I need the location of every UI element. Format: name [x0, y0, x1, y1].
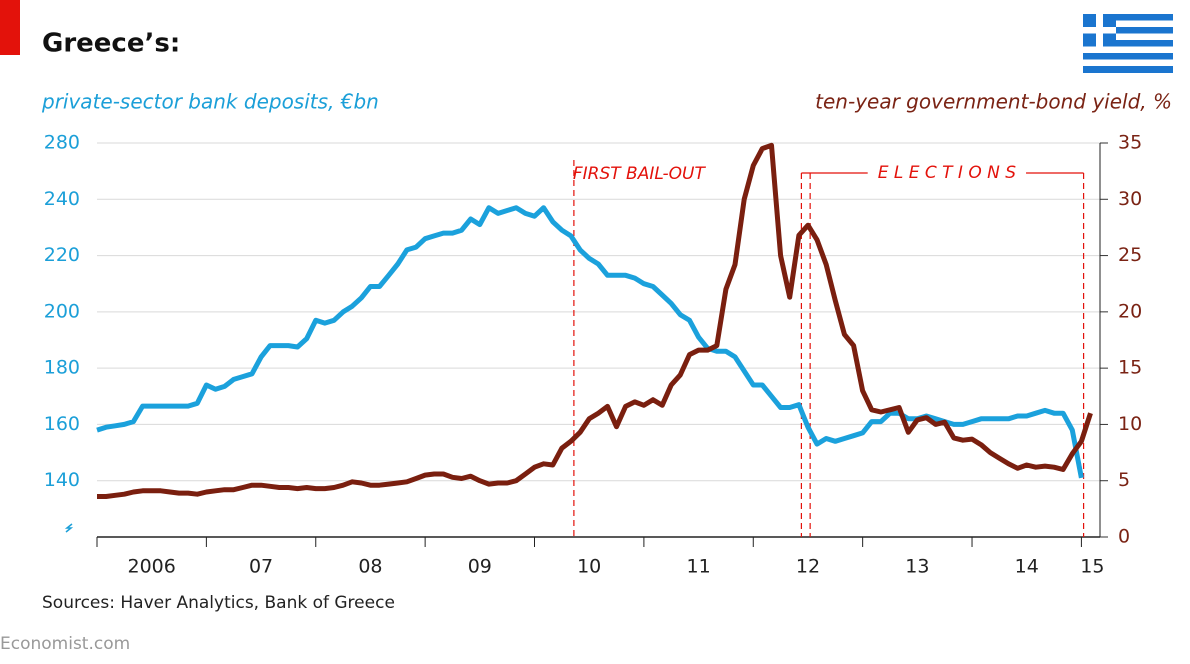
- greek-flag: [1083, 14, 1173, 73]
- series-line: [96, 205, 1084, 479]
- y2-tick-label: 0: [1118, 526, 1130, 548]
- y2-axis-label: ten-year government-bond yield, %: [815, 90, 1172, 114]
- x-tick-label: 07: [249, 556, 273, 578]
- y2-tick-label: 10: [1118, 413, 1142, 435]
- y-tick-label: 200: [44, 300, 80, 322]
- y-tick-label: 240: [44, 188, 80, 210]
- y-tick-label: 160: [44, 413, 80, 435]
- y2-tick-label: 5: [1118, 469, 1130, 491]
- y2-tick-label: 30: [1118, 188, 1142, 210]
- y-tick-label: 140: [44, 469, 80, 491]
- y-tick-label: 180: [44, 357, 80, 379]
- y2-tick-label: 15: [1118, 357, 1142, 379]
- brand-tab: [0, 0, 20, 55]
- x-tick-label: 2006: [128, 556, 176, 578]
- x-tick-label: 10: [577, 556, 601, 578]
- series-line: [97, 142, 1093, 499]
- x-tick-label: 15: [1080, 556, 1104, 578]
- x-tick-label: 08: [358, 556, 382, 578]
- y-axis-label: private-sector bank deposits, €bn: [41, 90, 379, 114]
- x-tick-label: 12: [796, 556, 820, 578]
- y-tick-label: 220: [44, 244, 80, 266]
- y2-tick-label: 25: [1118, 244, 1142, 266]
- source: Sources: Haver Analytics, Bank of Greece: [42, 593, 395, 613]
- annotation: FIRST BAIL-OUT: [573, 164, 707, 184]
- x-tick-label: 09: [468, 556, 492, 578]
- brand: Economist.com: [0, 634, 130, 654]
- annotation: E L E C T I O N S: [878, 163, 1017, 183]
- y-tick-label: 280: [44, 132, 80, 154]
- chart-title: Greece’s:: [42, 29, 180, 59]
- x-tick-label: 13: [905, 556, 929, 578]
- x-tick-label: 11: [686, 556, 710, 578]
- x-tick-label: 14: [1015, 556, 1039, 578]
- y2-tick-label: 20: [1118, 300, 1142, 322]
- y2-tick-label: 35: [1118, 132, 1142, 154]
- axis-break: [64, 523, 74, 533]
